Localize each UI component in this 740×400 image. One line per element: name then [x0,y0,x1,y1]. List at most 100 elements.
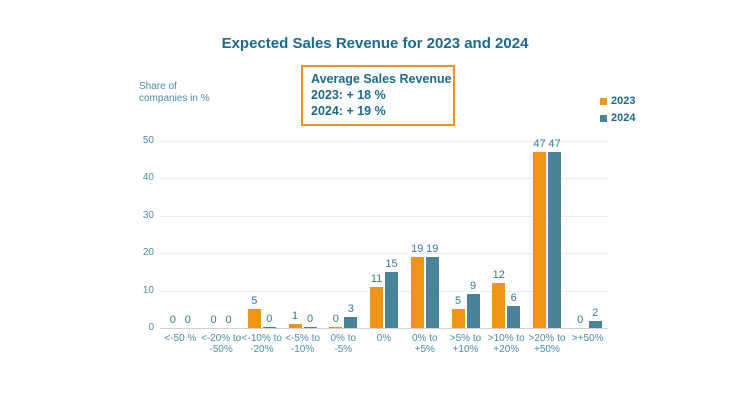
bar-column: 3 [344,302,358,328]
bar-column: 0 [303,312,317,328]
bar-2024 [385,271,399,328]
annotation-title: Average Sales Revenue [311,72,452,86]
bar-2024 [588,320,602,328]
x-category-label: >10% to +20% [487,333,525,355]
bar-column: 0 [181,314,194,328]
bar-column: 19 [425,242,439,328]
x-category-label: <-5% to -10% [285,333,320,355]
bar-2024 [303,326,317,328]
bar-column: 19 [410,242,424,328]
bar-value-label: 47 [548,138,561,151]
bar-column: 0 [166,314,179,328]
bar-2024 [262,326,276,328]
bar-2023 [370,286,384,328]
y-tick-label: 40 [142,172,154,184]
bar-value-label: 12 [492,269,505,282]
bar-column: 0 [574,314,587,328]
x-category-label: <-10% to -20% [241,333,282,355]
y-tick-label: 0 [148,322,154,333]
gridline-50 [160,141,608,142]
bar-value-label: 47 [533,138,546,151]
bar-2024 [344,316,358,328]
bar-2024 [466,294,480,328]
bar-column: 5 [451,295,465,328]
bar-pair: 47 47 [532,138,561,328]
legend-label: 2023 [611,95,636,107]
bar-column: 9 [466,280,480,328]
y-tick-label: 50 [142,135,154,146]
bar-group: 0 3 0% to -5% [323,141,364,355]
legend-label: 2024 [611,112,636,124]
bar-value-label: 2 [592,306,599,319]
bar-value-label: 0 [307,312,314,325]
bar-2023 [329,326,343,328]
bar-2023 [288,324,302,328]
bar-group: 5 9 >5% to +10% [445,141,486,355]
bar-groups: 0 0 <-50 % 0 0 <-20% to -50% 5 0 <-10% to -20% 1 0… [160,138,608,355]
x-axis-baseline [160,328,608,329]
bar-2023 [532,152,546,328]
bar-column: 11 [370,272,384,328]
bar-group: 12 6 >10% to +20% [486,141,527,355]
bar-column: 0 [222,314,235,328]
bar-pair: 19 19 [410,242,439,328]
bar-group: 19 19 0% to +5% [404,141,445,355]
legend-item-2023: 2023 [600,95,635,107]
bar-value-label: 19 [426,242,439,255]
annotation-line-2024: 2024: + 19 % [311,104,386,118]
x-category-label: <-20% to -50% [200,333,242,355]
y-tick-label: 10 [142,284,154,296]
bar-column: 47 [547,138,561,328]
y-tick-label: 30 [142,209,154,221]
gridline-10 [160,290,608,292]
gridline-30 [160,215,608,217]
bar-pair: 11 15 [370,257,399,328]
bar-value-label: 15 [385,257,398,270]
bar-group: 11 15 0% [364,141,405,344]
x-category-label: >+50% [571,333,604,344]
bar-value-label: 5 [454,295,462,308]
bar-2024 [425,256,439,328]
bar-column: 0 [262,312,276,328]
bar-value-label: 9 [469,280,477,293]
bar-value-label: 0 [577,314,584,326]
x-category-label: 0% [376,333,392,344]
bar-value-label: 11 [370,272,383,285]
bar-column: 15 [385,257,399,328]
bar-column: 6 [507,292,521,328]
chart-title: Expected Sales Revenue for 2023 and 2024 [221,35,529,52]
bar-value-label: 0 [184,314,191,326]
bar-value-label: 19 [411,242,424,255]
bar-value-label: 0 [225,314,232,326]
bar-column: 47 [532,138,546,328]
x-category-label: >20% to +50% [528,333,566,355]
bar-group: 0 0 <-50 % [160,141,201,344]
x-category-label: 0% to -5% [330,333,357,355]
bar-group: 47 47 >20% to +50% [527,138,568,355]
bar-group: 0 0 <-20% to -50% [201,141,242,355]
bar-value-label: 3 [347,302,354,315]
bar-column: 12 [492,269,506,328]
bar-value-label: 0 [332,312,339,325]
bar-column: 5 [247,295,261,328]
bar-2024 [547,152,561,328]
legend-swatch-icon [600,114,607,122]
bar-column: 0 [207,314,220,328]
bar-value-label: 0 [266,312,273,325]
bar-value-label: 0 [210,314,217,326]
legend-swatch-icon [600,97,607,105]
bar-column: 2 [588,306,602,328]
x-category-label: >5% to +10% [449,333,482,355]
legend: 2023 2024 [600,95,635,124]
legend-item-2024: 2024 [600,112,635,124]
y-tick-label: 20 [142,247,154,259]
bar-2023 [410,256,424,328]
bar-group: 1 0 <-5% to -10% [282,141,323,355]
bar-value-label: 5 [251,295,258,308]
